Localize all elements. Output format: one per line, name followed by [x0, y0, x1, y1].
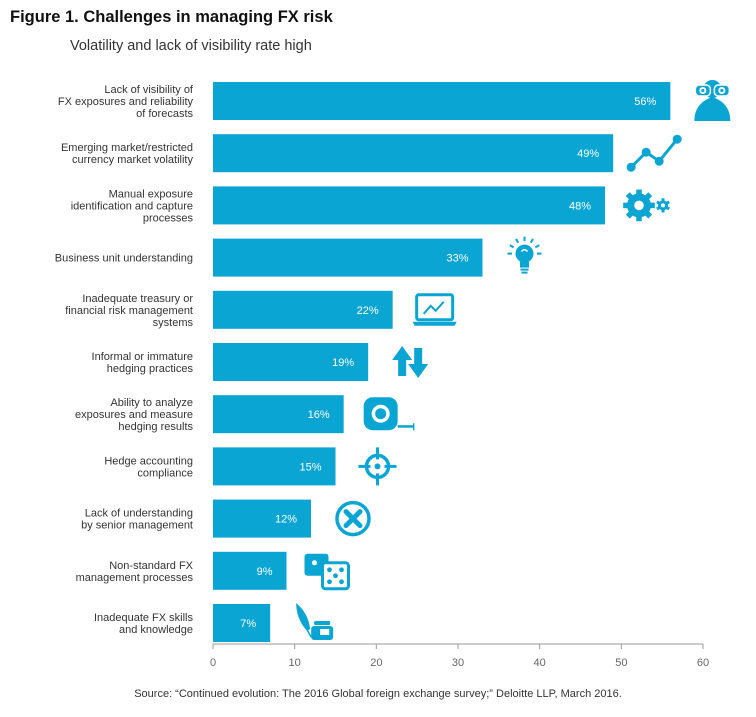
x-tick-label: 60: [697, 657, 709, 669]
source-note: Source: “Continued evolution: The 2016 G…: [134, 688, 622, 700]
data-label: 33%: [446, 253, 468, 265]
laptop-chart-icon: [412, 293, 457, 326]
x-tick-label: 0: [210, 657, 216, 669]
x-axis: 0 10 20 30 40 50 60: [210, 643, 709, 669]
bar: [213, 134, 614, 173]
data-label: 7%: [240, 618, 256, 630]
x-tick-label: 40: [534, 657, 546, 669]
data-label: 16%: [308, 409, 330, 421]
bar: [213, 186, 605, 225]
data-label: 15%: [299, 461, 321, 473]
category-label: Hedge accounting compliance: [104, 455, 193, 479]
x-tick-label: 10: [289, 657, 301, 669]
data-label: 19%: [332, 357, 354, 369]
category-label: Inadequate treasury or financial risk man…: [65, 293, 193, 329]
category-label: Lack of visibility of FX exposures and re…: [58, 84, 194, 120]
category-label: Lack of understanding by senior managemen…: [81, 508, 193, 532]
bar: [213, 343, 369, 381]
data-label: 49%: [577, 148, 599, 160]
data-label: 56%: [634, 96, 656, 108]
category-label: Informal or immature hedging practices: [92, 351, 194, 375]
tape-measure-icon: [363, 397, 415, 431]
bar: [213, 290, 393, 329]
category-label: Ability to analyze exposures and measure h…: [75, 397, 194, 433]
category-labels-layer: Lack of visibility of FX exposures and re…: [55, 84, 194, 636]
category-label: Inadequate FX skills and knowledge: [94, 612, 194, 636]
category-label: Business unit understanding: [55, 253, 193, 265]
icons-layer: [296, 80, 731, 640]
bar: [213, 238, 483, 277]
category-label: Emerging market/restricted currency marke…: [61, 142, 194, 166]
data-label: 9%: [257, 566, 273, 578]
lightbulb-icon: [507, 236, 542, 274]
chart-title: Figure 1. Challenges in managing FX risk: [10, 8, 333, 26]
close-circle-icon: [335, 500, 371, 537]
gears-icon: [623, 189, 670, 222]
bar: [213, 82, 671, 120]
bar: [213, 551, 287, 590]
quill-ink-icon: [296, 603, 334, 640]
bar: [213, 499, 311, 538]
up-down-arrows-icon: [392, 346, 429, 378]
crosshair-icon: [358, 447, 397, 486]
data-label: 48%: [569, 200, 591, 212]
x-tick-label: 20: [370, 657, 382, 669]
bar: [213, 395, 344, 434]
chart-subtitle: Volatility and lack of visibility rate h…: [70, 38, 312, 54]
dice-icon: [304, 553, 350, 591]
x-tick-label: 50: [615, 657, 627, 669]
category-label: Manual exposure identification and captur…: [71, 188, 194, 224]
bars-layer: 56% 49% 48% 33% 22% 19% 16% 15% 12% 9% 7%: [213, 82, 671, 642]
data-label: 22%: [357, 305, 379, 317]
bar: [213, 447, 336, 486]
x-tick-label: 30: [452, 657, 464, 669]
category-label: Non-standard FX management processes: [76, 560, 194, 584]
trend-line-icon: [626, 134, 682, 172]
data-label: 12%: [275, 514, 297, 526]
bar: [213, 604, 271, 642]
binoculars-icon: [694, 80, 731, 121]
